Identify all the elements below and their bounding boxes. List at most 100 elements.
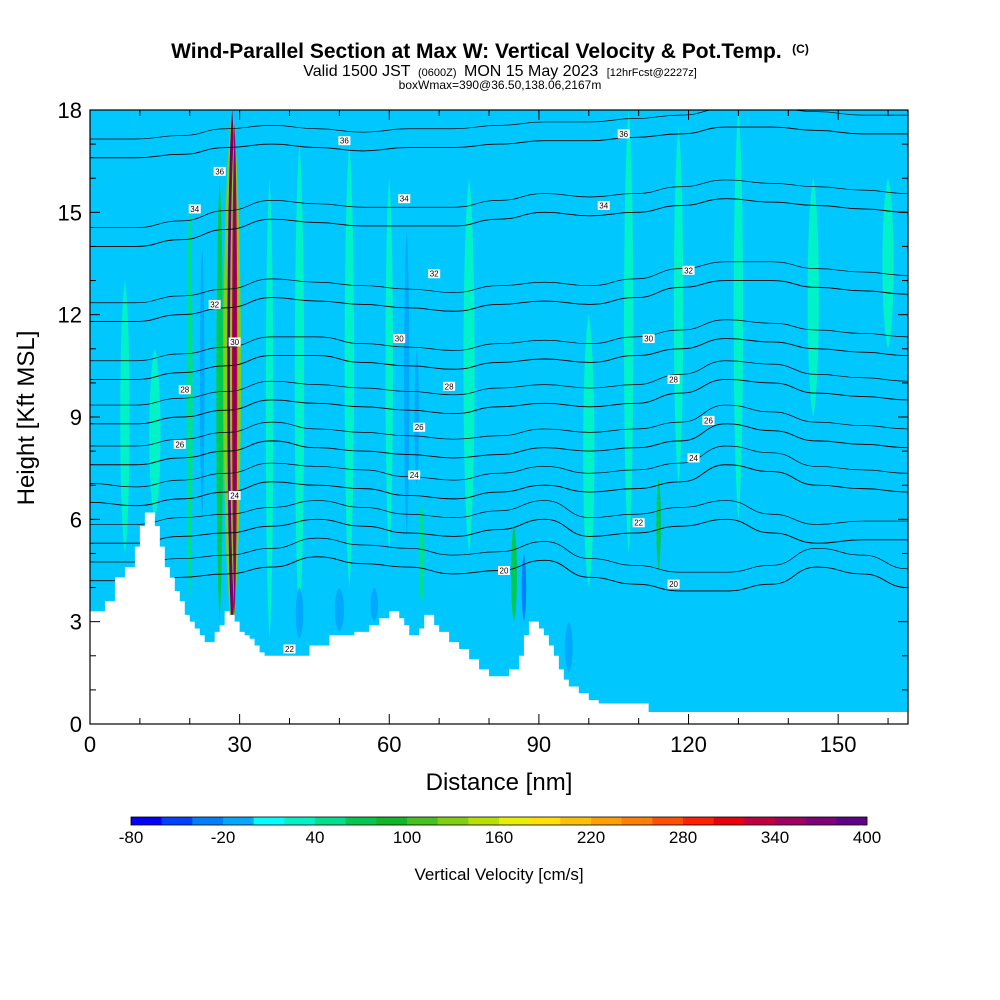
- colorbar-tick-label: 160: [485, 828, 513, 847]
- theta-contour-32-minor: [90, 261, 908, 304]
- theta-label-32-0: 32: [208, 299, 221, 309]
- x-tick-label: 30: [227, 732, 251, 757]
- chart-title: Wind-Parallel Section at Max W: Vertical…: [171, 40, 809, 63]
- vv-feature-27: [295, 587, 304, 639]
- theta-label-26-1: 26: [413, 422, 426, 432]
- y-tick-label: 9: [70, 405, 82, 430]
- y-tick-label: 3: [70, 610, 82, 635]
- theta-label-text: 30: [230, 338, 239, 347]
- theta-label-text: 36: [619, 130, 628, 139]
- colorbar-tick-label: 340: [761, 828, 789, 847]
- vv-feature-11: [463, 178, 475, 554]
- theta-label-28-0: 28: [178, 385, 191, 395]
- colorbar-swatch: [437, 817, 469, 825]
- y-tick-label: 15: [58, 200, 82, 225]
- chart-subtitle: Valid 1500 JST (0600Z) MON 15 May 2023 […: [303, 63, 697, 80]
- vv-feature-5: [120, 280, 130, 554]
- theta-label-32-2: 32: [682, 265, 695, 275]
- theta-label-30-1: 30: [393, 334, 406, 344]
- theta-label-text: 30: [644, 335, 653, 344]
- colorbar: [130, 816, 868, 826]
- theta-label-32-1: 32: [428, 269, 441, 279]
- colorbar-swatch: [345, 817, 377, 825]
- theta-label-30-0: 30: [228, 337, 241, 347]
- colorbar-tick-label: 40: [306, 828, 325, 847]
- theta-label-20-0: 20: [497, 566, 510, 576]
- colorbar-swatch: [805, 817, 837, 825]
- colorbar-swatch: [713, 817, 745, 825]
- theta-contour-34-minor: [90, 179, 908, 229]
- theta-label-24-0: 24: [228, 490, 241, 500]
- theta-label-text: 26: [415, 423, 424, 432]
- vv-feature-22: [370, 587, 379, 622]
- colorbar-tick-label: 100: [393, 828, 421, 847]
- plot-background: [90, 110, 908, 724]
- vv-feature-25: [521, 553, 527, 622]
- x-tick-label: 90: [527, 732, 551, 757]
- colorbar-swatch: [652, 817, 684, 825]
- theta-label-text: 34: [599, 202, 608, 211]
- colorbar-tick-label: -80: [119, 828, 144, 847]
- theta-contour-36-minor: [90, 110, 908, 140]
- colorbar-tick-label: -20: [211, 828, 236, 847]
- colorbar-swatch: [253, 817, 285, 825]
- colorbar-swatch: [499, 817, 530, 825]
- theta-label-22-1: 22: [632, 518, 645, 528]
- x-axis: 0 30 60 90 120 150: [84, 110, 889, 757]
- theta-label-20-1: 20: [667, 579, 680, 589]
- y-tick-label: 18: [58, 98, 82, 123]
- colorbar-swatch: [560, 817, 592, 825]
- colorbar-swatch: [621, 817, 653, 825]
- theta-label-text: 36: [215, 167, 224, 176]
- y-axis-title: Height [Kft MSL]: [13, 331, 40, 506]
- theta-label-28-2: 28: [667, 374, 680, 384]
- terrain-mask: [90, 512, 908, 724]
- colorbar-swatch: [529, 817, 561, 825]
- vv-feature-18: [807, 178, 819, 417]
- theta-label-26-0: 26: [173, 439, 186, 449]
- theta-label-22-0: 22: [283, 644, 296, 654]
- colorbar-tick-label: 400: [853, 828, 881, 847]
- theta-label-text: 20: [500, 567, 509, 576]
- theta-label-text: 32: [430, 270, 439, 279]
- y-tick-label: 0: [70, 712, 82, 737]
- colorbar-swatch: [591, 817, 622, 825]
- theta-label-text: 34: [400, 195, 409, 204]
- theta-label-text: 24: [230, 491, 239, 500]
- theta-label-24-1: 24: [408, 470, 421, 480]
- colorbar-swatch: [775, 817, 806, 825]
- theta-contour-32: [90, 280, 908, 322]
- theta-label-30-2: 30: [642, 334, 655, 344]
- theta-label-text: 28: [180, 386, 189, 395]
- theta-contour-36: [90, 126, 908, 159]
- theta-contour-24: [90, 464, 908, 507]
- theta-contour-30-minor: [90, 319, 908, 362]
- vv-feature-10: [418, 502, 425, 605]
- theta-label-34-1: 34: [398, 194, 411, 204]
- theta-label-text: 26: [704, 416, 713, 425]
- vv-feature-23: [414, 348, 419, 486]
- colorbar-tick-label: 280: [669, 828, 697, 847]
- theta-label-text: 22: [634, 519, 643, 528]
- colorbar-swatch: [223, 817, 254, 825]
- vv-feature-17: [733, 110, 744, 520]
- colorbar-swatch: [315, 817, 346, 825]
- theta-contour-28: [90, 379, 908, 425]
- colorbar-swatch: [744, 817, 776, 825]
- theta-label-36-2: 36: [617, 129, 630, 139]
- colorbar-tick-label: 220: [577, 828, 605, 847]
- theta-contour-26-minor: [90, 404, 908, 447]
- colorbar-swatch: [407, 817, 438, 825]
- theta-contour-layer: [90, 110, 908, 592]
- theta-contour-24-minor: [90, 445, 908, 488]
- colorbar-tick-labels: -80 -20 40 100 160 220 280 340 400: [119, 828, 881, 847]
- vv-feature-4: [149, 348, 161, 520]
- vv-feature-9: [385, 178, 394, 554]
- colorbar-swatch: [683, 817, 714, 825]
- x-tick-label: 150: [820, 732, 857, 757]
- vv-feature-6: [265, 178, 274, 639]
- colorbar-frame: [130, 816, 868, 826]
- vv-feature-26: [565, 621, 573, 673]
- theta-label-34-0: 34: [188, 204, 201, 214]
